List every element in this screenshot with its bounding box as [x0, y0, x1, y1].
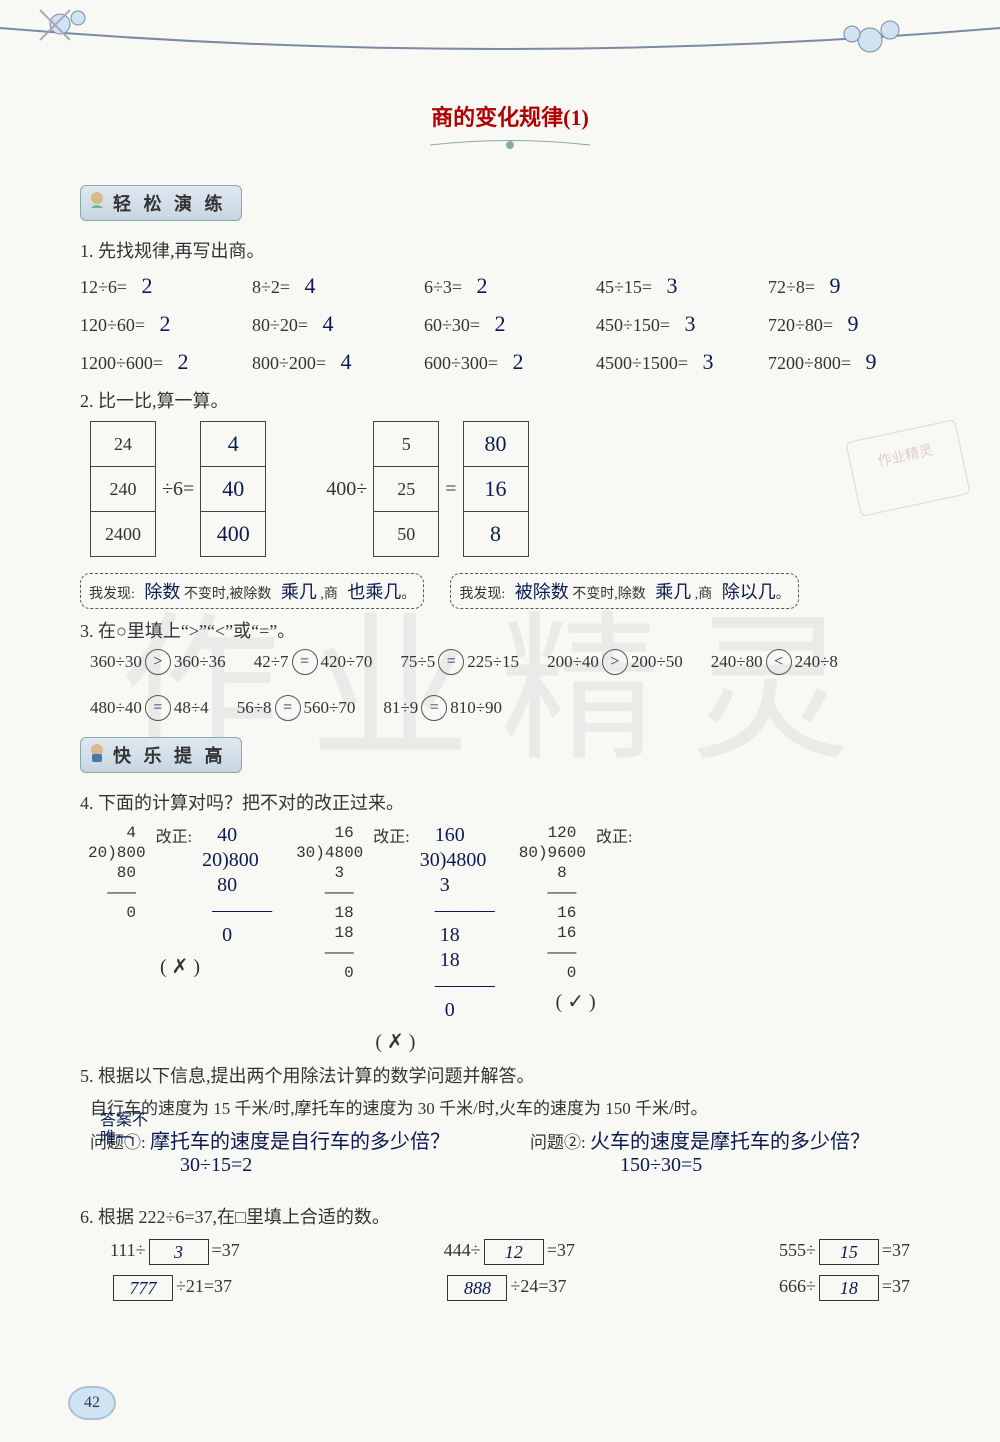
fill: 除数 [144, 578, 180, 604]
girl-icon [85, 188, 109, 212]
q2-input-cell: 5 [374, 422, 438, 467]
q3-prompt: 3. 在○里填上“>”“<”或“=”。 [80, 617, 940, 643]
q3-comparison: 56÷8=560÷70 [237, 695, 356, 721]
q2-quotient-cell: 8 [464, 512, 528, 556]
q6-equation: 444÷12=37 [444, 1239, 575, 1265]
q2-input-cell: 2400 [91, 512, 155, 556]
boy-icon [85, 740, 109, 764]
title-ornament [80, 138, 940, 157]
q1-equation: 7200÷800=9 [768, 349, 932, 375]
q3-comparison: 240÷80<240÷8 [711, 649, 838, 675]
fill: 乘几 [281, 578, 317, 604]
q3-comparison: 480÷40=48÷4 [90, 695, 209, 721]
q6-equation: 777÷21=37 [110, 1275, 232, 1301]
q2-input-cell: 50 [374, 512, 438, 556]
page-title: 商的变化规律(1) [80, 100, 940, 132]
fill: 乘几 [655, 578, 691, 604]
q3-comparison: 75÷5=225÷15 [400, 649, 519, 675]
q6-equation: 555÷15=37 [779, 1239, 910, 1265]
q2-left-op: ÷6= [162, 478, 194, 501]
q2-right-eq: = [445, 478, 456, 501]
q1-grid: 12÷6=2 120÷60=2 1200÷600=2 8÷2=4 80÷20=4 800÷… [80, 269, 940, 379]
q6-row1: 111÷3=37 444÷12=37 555÷15=37 [110, 1239, 910, 1265]
q1-equation: 120÷60=2 [80, 311, 244, 337]
q5-ans1-q: 摩托车的速度是自行车的多少倍？ [150, 1131, 450, 1153]
q5-margin-note: 答案不唯一 [100, 1112, 150, 1147]
q4-item: 120 80)9600 8 ——— 16 16 ——— 0改正:( ✓ ) [519, 823, 633, 1014]
q2-input-cell: 240 [91, 467, 155, 512]
section-header-label: 轻 松 演 练 [113, 194, 227, 214]
q1-equation: 4500÷1500=3 [596, 349, 760, 375]
q4-item: 16 30)4800 3 ——— 18 18 ——— 0改正: 160 30)4… [296, 823, 495, 1054]
q6-equation: 666÷18=37 [779, 1275, 910, 1301]
q1-equation: 720÷80=9 [768, 311, 932, 337]
q1-prompt: 1. 先找规律,再写出商。 [80, 237, 940, 263]
finding-label: 我发现: [459, 587, 505, 602]
q6-row2: 777÷21=37 888÷24=37 666÷18=37 [110, 1275, 910, 1301]
q1-equation: 800÷200=4 [252, 349, 416, 375]
q1-equation: 450÷150=3 [596, 311, 760, 337]
q3-comparison: 42÷7=420÷70 [254, 649, 373, 675]
q6-equation: 111÷3=37 [110, 1239, 240, 1265]
fill: 除以几 [722, 578, 776, 604]
section-header-label: 快 乐 提 高 [113, 746, 227, 766]
section-header-advanced: 快 乐 提 高 [80, 737, 242, 773]
q2-quotient-cell: 80 [464, 422, 528, 467]
q5-info: 自行车的速度为 15 千米/时,摩托车的速度为 30 千米/时,火车的速度为 1… [90, 1094, 940, 1119]
q1-equation: 1200÷600=2 [80, 349, 244, 375]
q1-equation: 80÷20=4 [252, 311, 416, 337]
q2-right: 400÷ 52550 = 80168 [326, 421, 528, 557]
section-header-easy: 轻 松 演 练 [80, 185, 242, 221]
q3-comparison: 360÷30>360÷36 [90, 649, 226, 675]
q1-equation: 6÷3=2 [424, 273, 588, 299]
q1-equation: 72÷8=9 [768, 273, 932, 299]
q2-input-cell: 25 [374, 467, 438, 512]
q1-equation: 8÷2=4 [252, 273, 416, 299]
q2-prompt: 2. 比一比,算一算。 [80, 387, 940, 413]
q2-right-prefix: 400÷ [326, 478, 367, 501]
q4-item: 4 20)800 80 ——— 0改正: 40 20)800 80 ——— 0(… [88, 823, 272, 979]
fill: 被除数 [515, 578, 569, 604]
q5-label2: 问题②: [530, 1133, 586, 1152]
q2-body: 242402400 ÷6= 440400 400÷ 52550 = 80168 [90, 421, 940, 557]
q2-finding-right: 我发现: 被除数 不变时,除数 乘几 ,商 除以几。 [450, 573, 798, 609]
finding-label: 我发现: [89, 587, 135, 602]
q3-comparison: 81÷9=810÷90 [383, 695, 502, 721]
q2-input-cell: 24 [91, 422, 155, 467]
q4-prompt: 4. 下面的计算对吗？把不对的改正过来。 [80, 789, 940, 815]
q4-body: 4 20)800 80 ——— 0改正: 40 20)800 80 ——— 0(… [88, 823, 940, 1054]
q2-quotient-cell: 4 [201, 422, 265, 467]
q1-equation: 12÷6=2 [80, 273, 244, 299]
q5-prompt: 5. 根据以下信息,提出两个用除法计算的数学问题并解答。 [80, 1062, 940, 1088]
q5-ans1-c: 30÷15=2 [180, 1154, 500, 1177]
q1-equation: 600÷300=2 [424, 349, 588, 375]
q3-grid: 360÷30>360÷36 42÷7=420÷70 75÷5=225÷15 200÷4… [90, 649, 940, 721]
q1-equation: 45÷15=3 [596, 273, 760, 299]
q6-prompt: 6. 根据 222÷6=37,在□里填上合适的数。 [80, 1203, 940, 1229]
q5-ans2-q: 火车的速度是摩托车的多少倍？ [590, 1131, 870, 1153]
q2-quotient-cell: 400 [201, 512, 265, 556]
q2-quotient-cell: 40 [201, 467, 265, 512]
fill: 也乘几 [347, 578, 401, 604]
q2-finding-left: 我发现: 除数 不变时,被除数 乘几 ,商 也乘几。 [80, 573, 424, 609]
q2-quotient-cell: 16 [464, 467, 528, 512]
q1-equation: 60÷30=2 [424, 311, 588, 337]
q5-ans2-c: 150÷30=5 [620, 1154, 940, 1177]
q2-left: 242402400 ÷6= 440400 [90, 421, 266, 557]
page-number: 42 [70, 1388, 114, 1418]
q3-comparison: 200÷40>200÷50 [547, 649, 683, 675]
q6-equation: 888÷24=37 [444, 1275, 566, 1301]
